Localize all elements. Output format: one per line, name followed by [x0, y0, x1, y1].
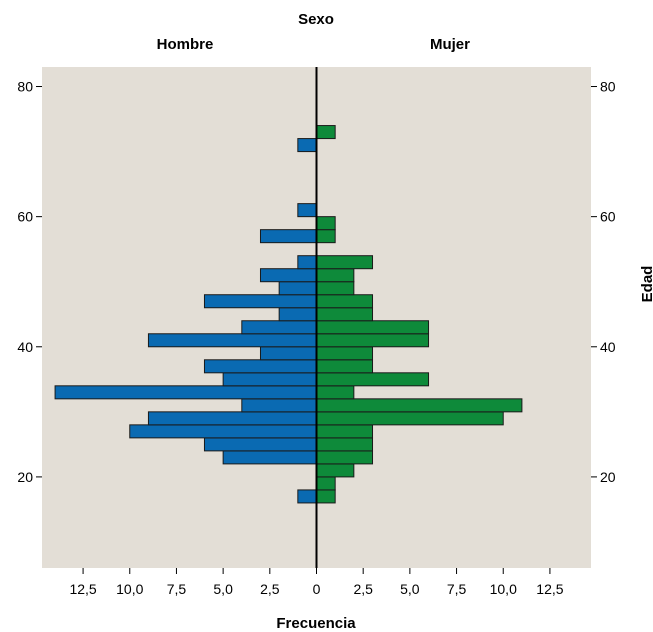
bar-mujer-age-30	[316, 398, 523, 413]
bar-mujer-age-26	[316, 424, 374, 439]
bar-hombre-age-46	[203, 294, 317, 309]
bar-mujer-age-18	[316, 476, 336, 491]
x-tick-label-5: 0	[313, 581, 321, 597]
bar-mujer-age-24	[316, 437, 374, 452]
bar-hombre-age-24	[203, 437, 317, 452]
bar-hombre-age-52	[297, 255, 318, 270]
bar-mujer-age-28	[316, 411, 504, 426]
legend-label-hombre: Hombre	[157, 36, 214, 53]
bar-hombre-age-22	[222, 450, 318, 465]
bar-mujer-age-32	[316, 385, 355, 400]
y-tick-label-right-60: 60	[600, 209, 616, 225]
bar-hombre-age-50	[259, 268, 317, 283]
bar-mujer-age-58	[316, 216, 336, 231]
bar-hombre-age-26	[129, 424, 317, 439]
bar-mujer-age-46	[316, 294, 374, 309]
bar-mujer-age-56	[316, 229, 336, 244]
x-axis: 12,5 10,0 7,5 5,0 2,5 0 2,5 5,0 7,5 10,0 12,5	[69, 568, 564, 597]
bar-hombre-age-30	[241, 398, 317, 413]
x-tick-label-4: 2,5	[260, 581, 280, 597]
x-tick-label-9: 10,0	[490, 581, 517, 597]
y-tick-label-left-60: 60	[17, 209, 33, 225]
bar-hombre-age-16	[297, 489, 318, 504]
x-tick-label-10: 12,5	[536, 581, 563, 597]
x-axis-title: Frecuencia	[276, 615, 356, 632]
y-tick-label-right-80: 80	[600, 79, 616, 95]
y-tick-label-right-20: 20	[600, 469, 616, 485]
bar-hombre-age-44	[278, 307, 318, 322]
bar-hombre-age-48	[278, 281, 318, 296]
bar-hombre-age-40	[147, 333, 317, 348]
x-tick-label-8: 7,5	[447, 581, 467, 597]
bar-mujer-age-48	[316, 281, 355, 296]
y-tick-label-left-40: 40	[17, 339, 33, 355]
y-tick-label-left-80: 80	[17, 79, 33, 95]
bar-mujer-age-20	[316, 463, 355, 478]
bar-hombre-age-36	[203, 359, 317, 374]
bar-mujer-age-50	[316, 268, 355, 283]
legend-label-mujer: Mujer	[430, 36, 470, 53]
bar-mujer-age-40	[316, 333, 430, 348]
y-axis-left: 20 40 60 80	[17, 79, 42, 485]
bar-mujer-age-52	[316, 255, 374, 270]
x-tick-label-3: 5,0	[213, 581, 233, 597]
y-tick-label-left-20: 20	[17, 469, 33, 485]
bar-mujer-age-38	[316, 346, 374, 361]
bar-hombre-age-32	[54, 385, 317, 400]
chart-title: Sexo	[298, 11, 334, 28]
bar-hombre-age-34	[222, 372, 318, 387]
bar-hombre-age-70	[297, 138, 318, 153]
bar-mujer-age-72	[316, 125, 336, 140]
bar-mujer-age-34	[316, 372, 430, 387]
y-axis-title: Edad	[639, 266, 653, 303]
x-tick-label-7: 5,0	[400, 581, 420, 597]
bar-hombre-age-56	[259, 229, 317, 244]
x-tick-label-0: 12,5	[69, 581, 96, 597]
x-tick-label-6: 2,5	[353, 581, 373, 597]
bar-mujer-age-36	[316, 359, 374, 374]
y-tick-label-right-40: 40	[600, 339, 616, 355]
bar-mujer-age-22	[316, 450, 374, 465]
bars-group	[54, 125, 523, 504]
bar-mujer-age-16	[316, 489, 336, 504]
y-axis-right: 20 40 60 80	[591, 79, 616, 485]
bar-hombre-age-60	[297, 203, 318, 218]
x-tick-label-1: 10,0	[116, 581, 143, 597]
bar-hombre-age-28	[147, 411, 317, 426]
bar-mujer-age-42	[316, 320, 430, 335]
x-tick-label-2: 7,5	[167, 581, 187, 597]
bar-hombre-age-42	[241, 320, 317, 335]
bar-mujer-age-44	[316, 307, 374, 322]
bar-hombre-age-38	[259, 346, 317, 361]
